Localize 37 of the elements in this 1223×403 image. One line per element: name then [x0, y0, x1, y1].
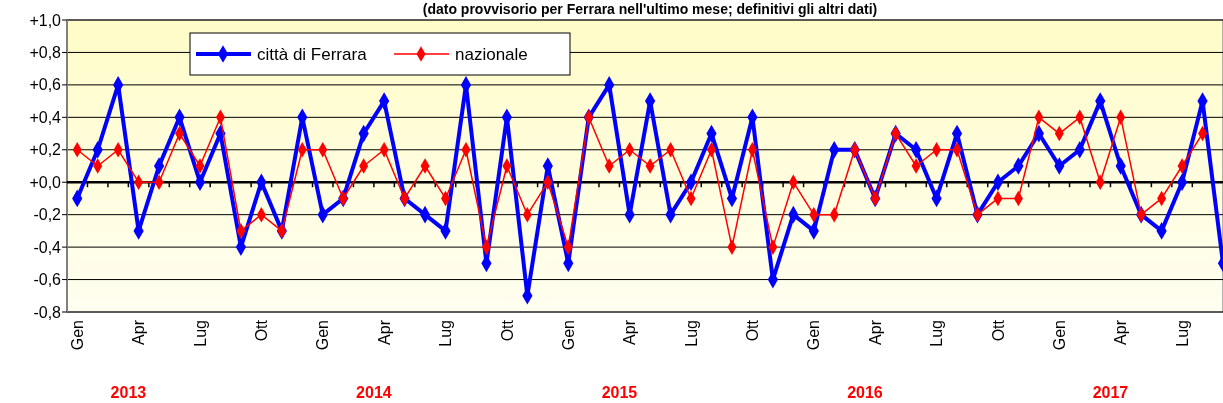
text: 2015	[601, 384, 638, 401]
x-tick-label: Apr	[130, 319, 148, 345]
y-tick-label: +0,4	[29, 108, 62, 126]
x-tick-label: Apr	[1112, 319, 1130, 345]
x-tick-label: Ott	[498, 319, 516, 342]
y-tick-label: +1,0	[29, 11, 62, 29]
text: 2013	[110, 384, 147, 401]
x-tick-label: Lug	[928, 320, 946, 347]
legend-label: città di Ferrara	[257, 44, 368, 64]
chart-title: (dato provvisorio per Ferrara nell'ultimo mese; definitivi gli altri dati)	[422, 1, 878, 17]
x-tick-label: Gen	[68, 320, 86, 351]
y-tick-label: -0,6	[33, 271, 62, 289]
x-tick-label: Lug	[437, 320, 455, 347]
y-tick-label: +0,2	[29, 141, 62, 159]
x-tick-label: Lug	[682, 320, 700, 347]
x-tick-label: Ott	[744, 319, 762, 342]
y-tick-label: -0,2	[33, 206, 62, 224]
x-tick-label: Apr	[375, 319, 393, 345]
x-tick-label: Lug	[191, 320, 209, 347]
x-tick-label: Ott	[252, 319, 270, 342]
x-tick-label: Gen	[805, 320, 823, 351]
y-tick-label: +0,0	[29, 173, 62, 191]
legend-label: nazionale	[455, 44, 528, 64]
text: 2017	[1092, 384, 1129, 401]
x-tick-label: Apr	[621, 319, 639, 345]
text: 2014	[356, 384, 392, 401]
x-tick-label: Apr	[866, 319, 884, 345]
x-tick-label: Gen	[1050, 320, 1068, 351]
x-tick-label: Gen	[314, 320, 332, 351]
y-tick-label: -0,4	[33, 238, 62, 256]
y-tick-label: +0,6	[29, 76, 62, 94]
x-tick-label: Gen	[559, 320, 577, 351]
text: 2016	[847, 384, 883, 401]
y-tick-label: +0,8	[29, 44, 62, 62]
y-tick-label: -0,8	[33, 303, 62, 321]
x-tick-label: Lug	[1173, 320, 1191, 347]
x-tick-label: Ott	[989, 319, 1007, 342]
